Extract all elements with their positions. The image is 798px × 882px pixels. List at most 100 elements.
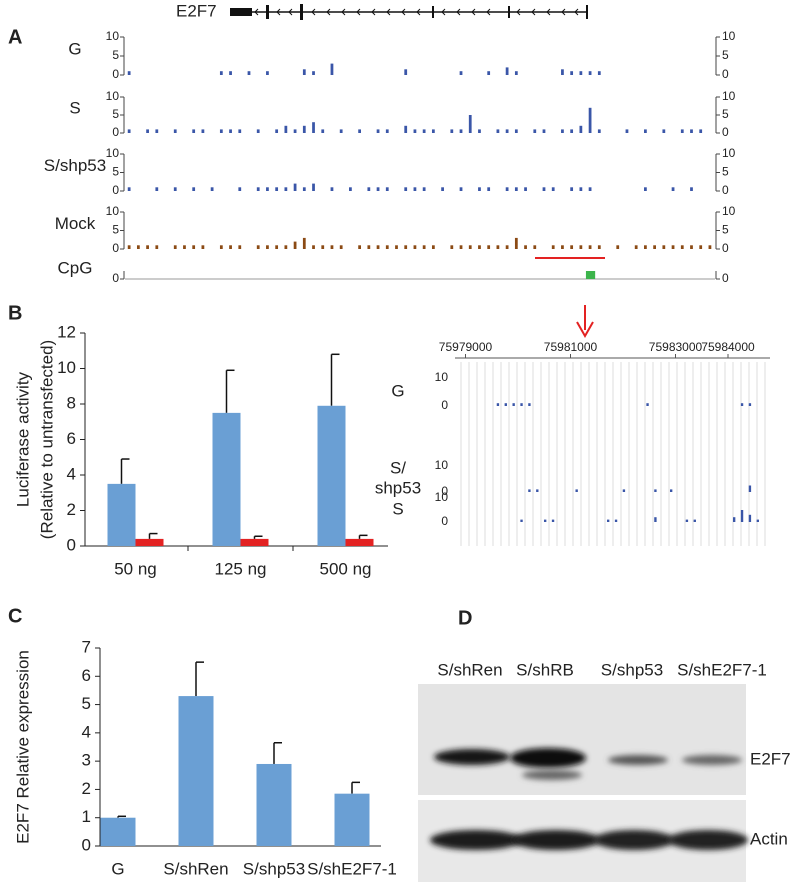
- bar: [256, 763, 292, 846]
- track-name: G: [391, 381, 404, 400]
- x-tick-label: 75979000: [439, 340, 493, 354]
- signal-bar: [570, 129, 574, 133]
- track-name: S: [69, 98, 80, 117]
- signal-bar: [496, 403, 500, 406]
- y-tick-label: 2: [82, 779, 91, 798]
- signal-bar: [579, 71, 583, 75]
- signal-bar: [146, 129, 149, 133]
- bar: [317, 405, 346, 546]
- x-tick-label: 125 ng: [215, 559, 267, 578]
- signal-bar: [644, 187, 647, 191]
- signal-bar: [136, 245, 140, 249]
- signal-bar: [504, 403, 507, 406]
- signal-bar: [219, 129, 223, 133]
- signal-bar: [173, 187, 177, 191]
- signal-bar: [614, 519, 618, 522]
- signal-bar: [514, 187, 518, 191]
- y-tick-label: 5: [82, 694, 91, 713]
- y-tick-label: 5: [722, 48, 729, 62]
- gene-name: E2F7: [176, 1, 217, 20]
- signal-bar: [496, 245, 500, 249]
- signal-bar: [210, 187, 214, 191]
- signal-bar: [528, 489, 531, 492]
- signal-bar: [616, 245, 620, 249]
- bar: [178, 696, 214, 846]
- y-tick-label: 7: [82, 637, 91, 656]
- y-tick-label: 0: [722, 183, 729, 197]
- signal-bar: [431, 245, 435, 249]
- signal-bar: [625, 129, 629, 133]
- signal-bar: [201, 129, 205, 133]
- x-tick-label: 500 ng: [320, 559, 372, 578]
- signal-bar: [478, 187, 481, 191]
- signal-bar: [219, 245, 223, 249]
- signal-bar: [459, 71, 463, 75]
- signal-bar: [543, 519, 547, 522]
- y-tick-label: 10: [722, 204, 736, 218]
- signal-bar: [284, 187, 288, 191]
- signal-bar: [468, 115, 472, 133]
- signal-bar: [528, 403, 531, 406]
- y-tick-label: 0: [722, 271, 729, 285]
- signal-bar: [732, 517, 736, 522]
- signal-bar: [155, 245, 159, 249]
- signal-bar: [266, 71, 269, 75]
- signal-bar: [542, 129, 546, 133]
- signal-bar: [422, 245, 426, 249]
- signal-bar: [654, 517, 657, 522]
- signal-bar: [505, 67, 509, 75]
- x-tick-label: S/shp53: [243, 859, 305, 878]
- signal-bar: [127, 71, 131, 75]
- signal-bar: [358, 129, 361, 133]
- y-tick-label: 4: [82, 722, 91, 741]
- signal-bar: [536, 489, 539, 492]
- signal-bar: [330, 245, 334, 249]
- signal-bar: [487, 245, 491, 249]
- signal-bar: [622, 489, 626, 492]
- signal-bar: [266, 187, 269, 191]
- signal-bar: [238, 187, 242, 191]
- signal-bar: [551, 187, 555, 191]
- signal-bar: [520, 403, 523, 406]
- signal-bar: [275, 245, 279, 249]
- signal-bar: [487, 187, 491, 191]
- signal-bar: [275, 129, 279, 133]
- signal-bar: [312, 122, 315, 133]
- zoom-arrow: [576, 305, 594, 339]
- signal-bar: [588, 107, 592, 133]
- signal-bar: [570, 187, 574, 191]
- y-tick-label: 1: [82, 807, 91, 826]
- signal-bar: [275, 187, 279, 191]
- signal-bar: [606, 519, 610, 522]
- signal-bar: [312, 183, 315, 191]
- y-tick-label: 10: [57, 358, 76, 377]
- lane-label: S/shp53: [601, 660, 663, 679]
- signal-bar: [579, 187, 583, 191]
- y-tick-label: 5: [722, 223, 729, 237]
- track-name: CpG: [58, 258, 93, 277]
- signal-bar: [524, 187, 527, 191]
- y-tick-label: 0: [112, 241, 119, 255]
- signal-bar: [302, 69, 306, 75]
- signal-bar: [376, 187, 380, 191]
- bar: [135, 538, 164, 546]
- signal-bar: [533, 129, 537, 133]
- signal-bar: [238, 245, 242, 249]
- y-tick-label: 4: [67, 464, 76, 483]
- track-name: S/: [390, 458, 406, 477]
- signal-bar: [284, 125, 288, 133]
- signal-bar: [512, 403, 515, 406]
- panel-label: A: [8, 26, 22, 48]
- y-axis-label: E2F7 Relative expression: [13, 650, 32, 844]
- signal-bar: [514, 71, 518, 75]
- y-tick-label: 0: [441, 398, 448, 412]
- y-tick-label: 0: [82, 835, 91, 854]
- signal-bar: [561, 245, 564, 249]
- signal-bar: [146, 245, 149, 249]
- signal-bar: [413, 187, 417, 191]
- signal-bar: [155, 129, 159, 133]
- bar: [240, 538, 269, 546]
- y-tick-label: 10: [106, 29, 120, 43]
- signal-bar: [524, 245, 527, 249]
